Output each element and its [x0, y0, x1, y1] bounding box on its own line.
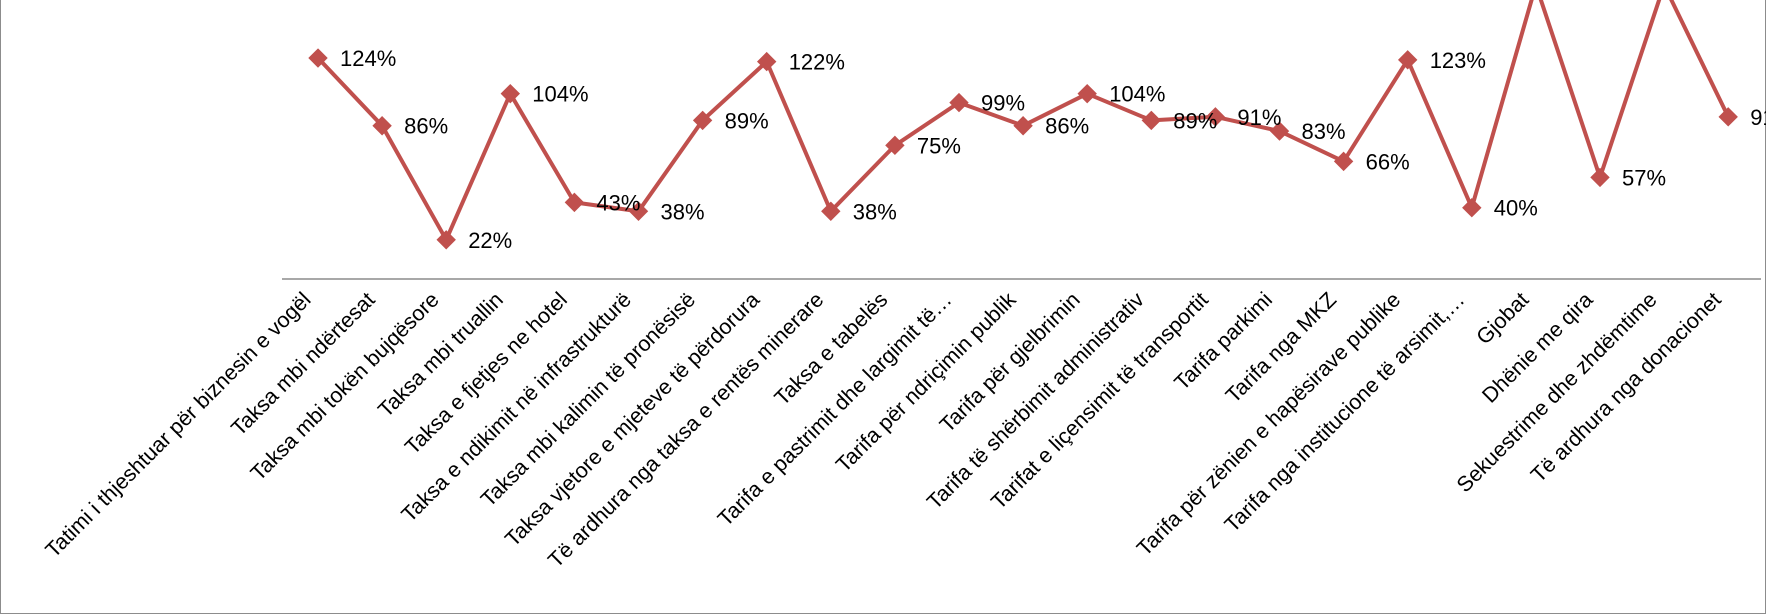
data-label: 83%: [1302, 119, 1346, 144]
data-point-marker: [372, 116, 392, 136]
x-tick-label: Tarifa nga MKZ: [1221, 288, 1341, 408]
data-label: 104%: [1109, 82, 1165, 107]
data-label: 124%: [340, 46, 396, 71]
data-point-marker: [1013, 116, 1033, 136]
data-point-marker: [1077, 83, 1097, 104]
x-tick-label: Gjobat: [1472, 288, 1534, 350]
data-point-marker: [1590, 167, 1610, 188]
x-tick-label: Tarifa nga institucione të arsimit,…: [1220, 288, 1469, 537]
data-label: 89%: [725, 108, 769, 133]
data-label: 91%: [1750, 105, 1766, 130]
data-label: 104%: [532, 82, 588, 107]
x-tick-label: Tatimi i thjeshtuar për biznesin e vogël: [41, 288, 316, 563]
data-point-marker: [821, 201, 841, 221]
x-tick-label: Dhënie me qira: [1477, 288, 1597, 408]
data-label: 75%: [917, 133, 961, 158]
data-label: 122%: [789, 50, 845, 75]
data-label: 43%: [596, 190, 640, 215]
data-point-marker: [436, 230, 456, 250]
data-point-marker: [1205, 107, 1226, 127]
data-point-marker: [1462, 198, 1482, 218]
data-label: 99%: [981, 91, 1025, 116]
data-label: 89%: [1173, 108, 1217, 133]
data-label: 123%: [1430, 48, 1486, 73]
data-point-marker: [885, 135, 905, 156]
data-label: 38%: [853, 199, 897, 224]
data-point-marker: [628, 201, 649, 221]
data-label: 86%: [404, 114, 448, 139]
data-label-layer: 124% 86% 22% 104% 43% 38% 89% 122% 38% 75% 99% 86% 1…: [340, 46, 1766, 253]
data-point-marker: [756, 51, 777, 72]
x-tick-label: Taksa e ndikimit në infrastrukturë: [397, 288, 636, 527]
data-label: 38%: [661, 199, 705, 224]
x-tick-label-layer: Tatimi i thjeshtuar për biznesin e vogël…: [41, 287, 1726, 572]
x-tick-label: Taksa e tabelës: [770, 288, 893, 411]
data-point-marker: [1141, 110, 1162, 131]
data-point-marker: [1333, 151, 1354, 172]
data-label: 40%: [1494, 196, 1538, 221]
data-point-marker: [1397, 50, 1418, 70]
data-label: 86%: [1045, 114, 1089, 139]
data-point-marker: [500, 83, 521, 104]
x-tick-label: Tarifa e pastrimit dhe largimit të…: [713, 288, 956, 531]
data-point-marker: [692, 110, 713, 131]
data-point-marker: [949, 92, 969, 113]
data-point-marker: [308, 48, 328, 68]
data-point-marker: [1718, 107, 1738, 127]
marker-layer: [308, 48, 1738, 250]
data-label: 91%: [1237, 105, 1281, 130]
data-point-marker: [1269, 121, 1290, 141]
data-label: 66%: [1366, 149, 1410, 174]
data-label: 57%: [1622, 165, 1666, 190]
data-label: 22%: [468, 228, 512, 253]
data-point-marker: [564, 192, 585, 213]
